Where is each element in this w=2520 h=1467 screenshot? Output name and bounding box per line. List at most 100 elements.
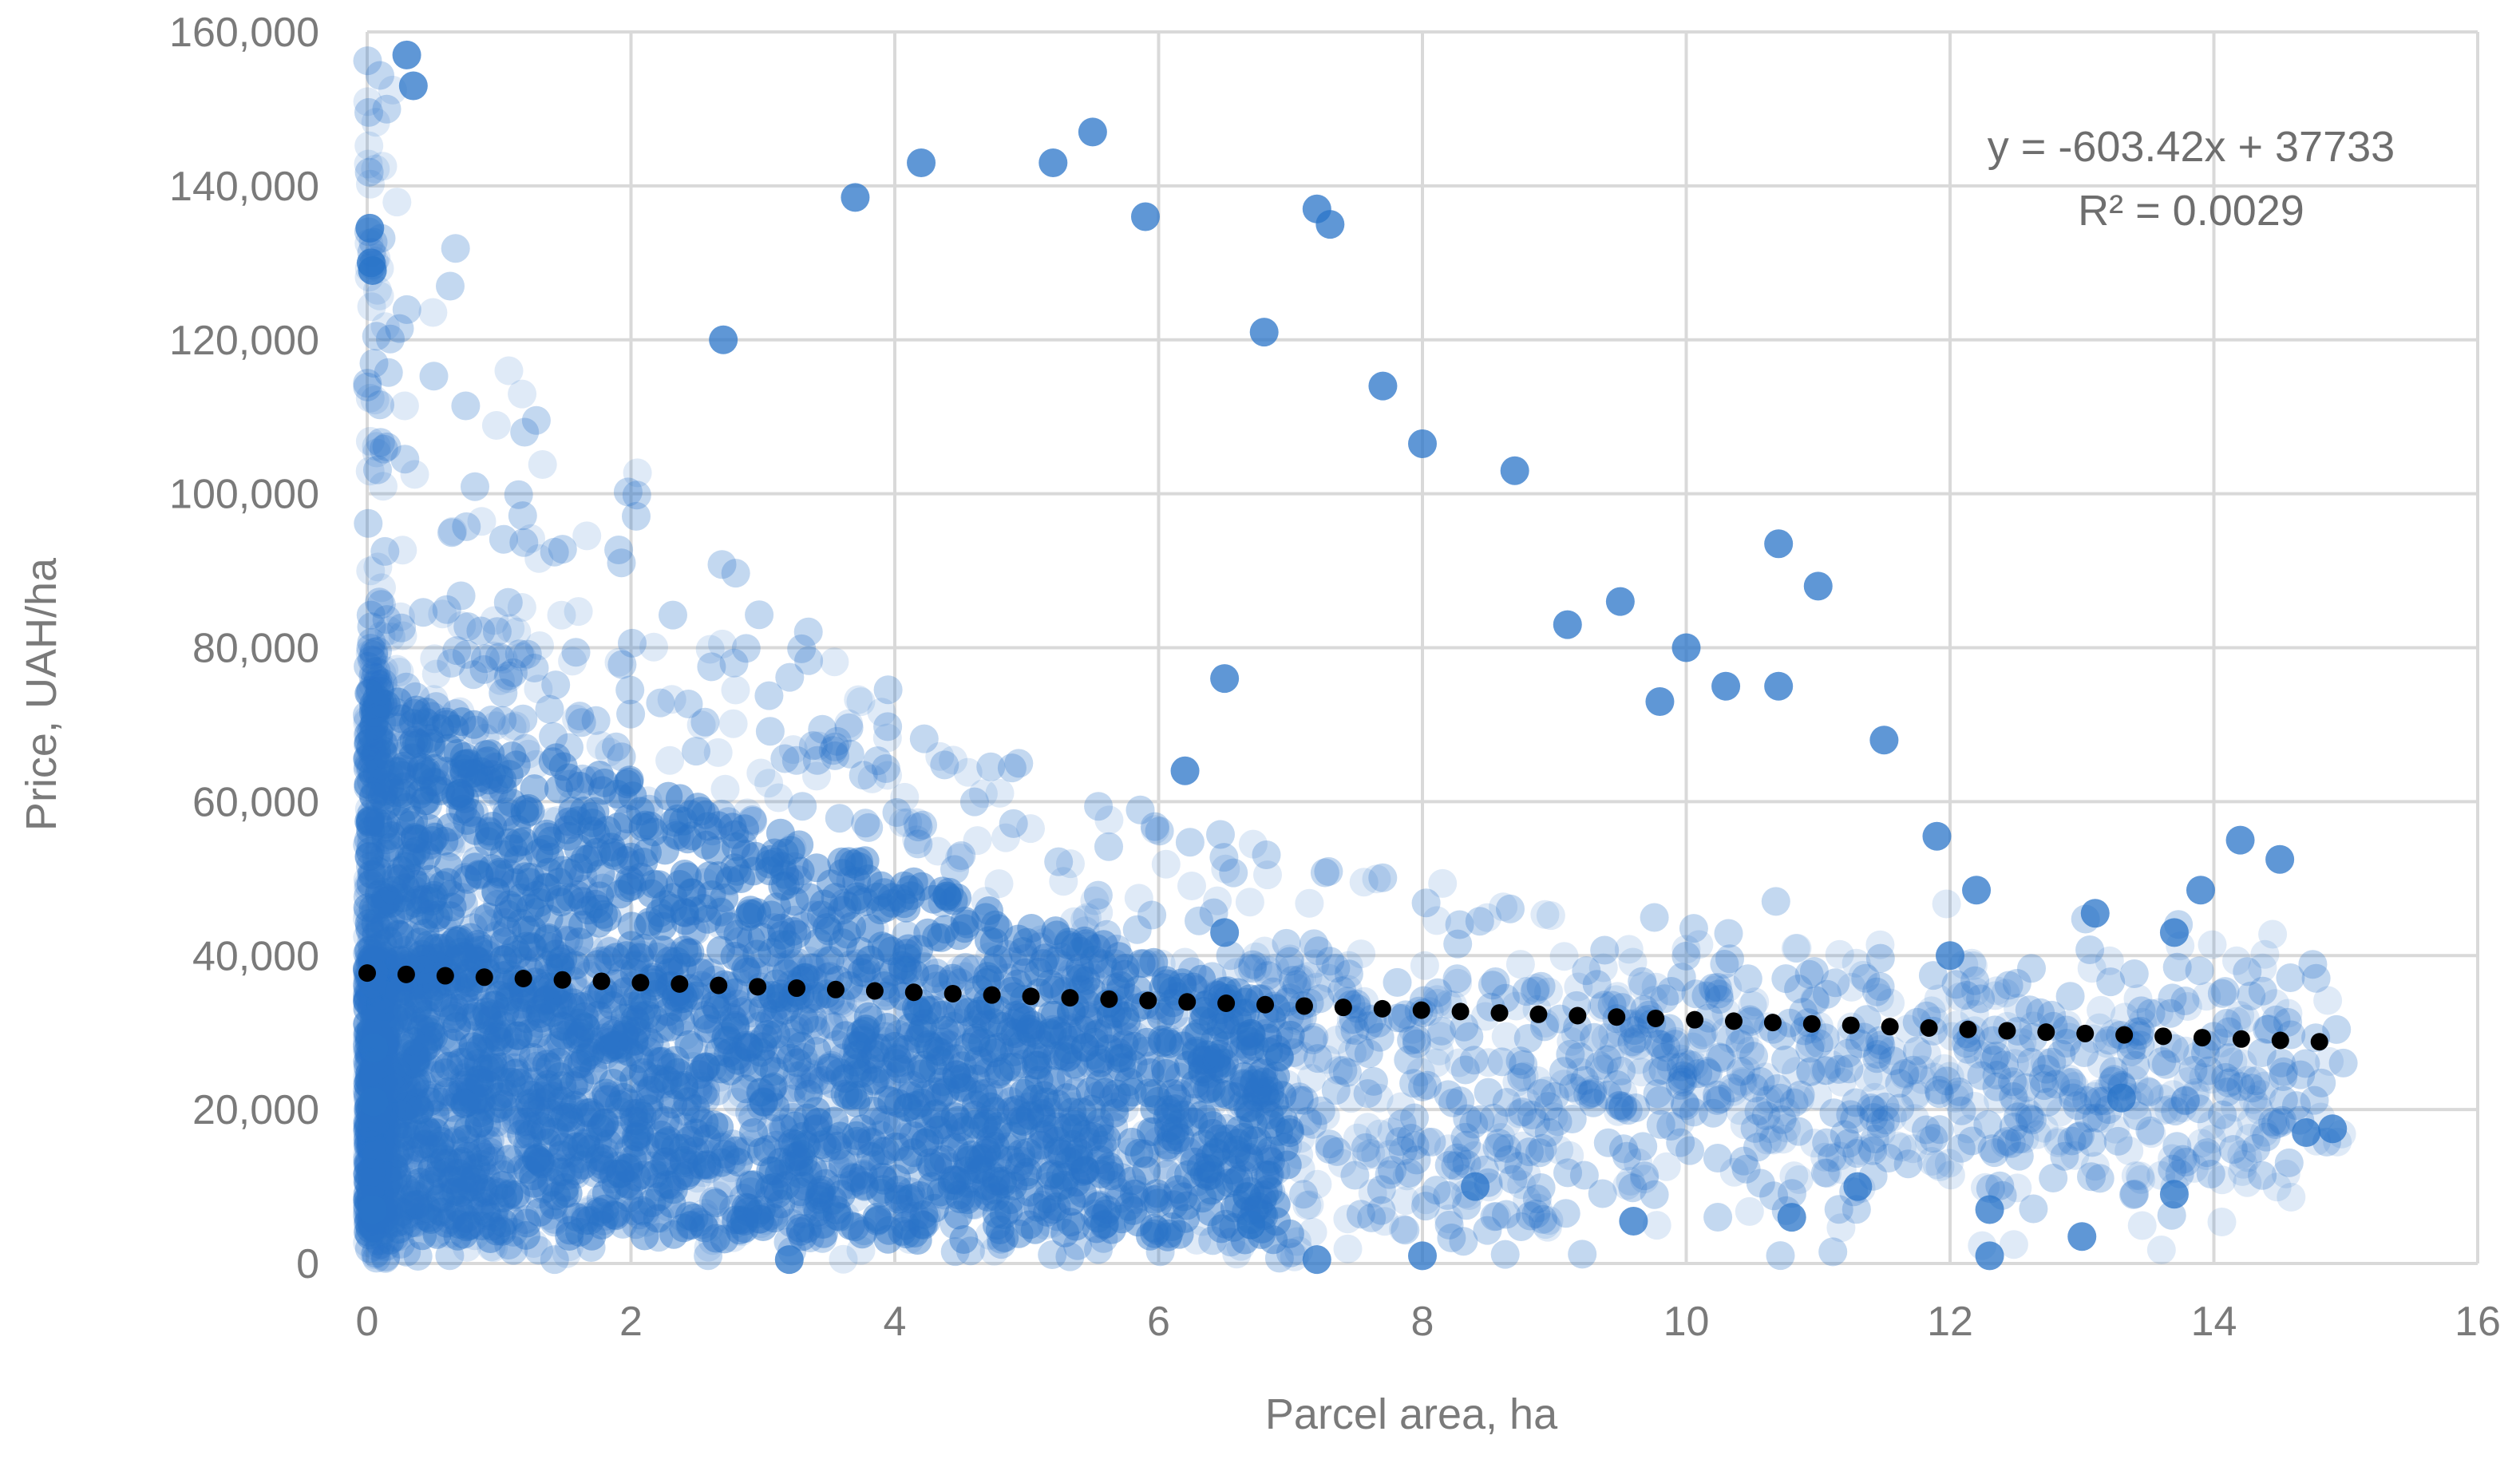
cloud-point [508, 705, 537, 734]
cloud-point [872, 754, 900, 783]
cloud-point [1311, 859, 1339, 888]
cloud-point [655, 746, 684, 775]
cloud-point [1496, 895, 1525, 923]
cloud-point [1137, 901, 1166, 930]
cloud-point [2219, 1135, 2248, 1164]
cloud-point [788, 792, 817, 820]
cloud-point [2029, 1065, 2058, 1093]
cloud-point [825, 804, 854, 832]
cloud-point [1422, 1176, 1451, 1204]
cloud-point [1340, 1161, 1369, 1190]
cloud-point [1527, 1173, 1556, 1202]
cloud-point [1289, 1180, 1318, 1208]
cloud-point [722, 676, 750, 705]
cloud-point [366, 282, 394, 310]
cloud-point [370, 537, 399, 566]
cloud-point [1703, 1144, 1732, 1172]
cloud-point [1084, 881, 1113, 910]
cloud-point [682, 737, 710, 765]
cloud-point [2087, 996, 2115, 1025]
cloud-point [365, 587, 394, 616]
cloud-point [1553, 1158, 1582, 1187]
cloud-point [615, 676, 644, 705]
cloud-point [1435, 1151, 1464, 1180]
cloud-point [2179, 1056, 2208, 1085]
cloud-point [1618, 1173, 1647, 1202]
cloud-point [1885, 1093, 1914, 1122]
cloud-point [622, 502, 651, 531]
cloud-point [1903, 1037, 1932, 1066]
cloud-point [2127, 996, 2156, 1025]
cloud-point [494, 588, 523, 617]
cloud-point [483, 617, 512, 646]
cloud-point [1383, 968, 1412, 997]
cloud-point [1481, 1202, 1509, 1231]
cloud-point [360, 349, 389, 378]
cloud-point [393, 295, 421, 324]
cloud-point [504, 480, 533, 509]
cloud-point [1552, 1199, 1580, 1228]
cloud-point [418, 299, 447, 327]
cloud-point [565, 702, 594, 730]
cloud-point [2147, 1047, 2176, 1076]
cloud-point [614, 477, 643, 506]
cloud-point [442, 636, 471, 665]
cloud-point [697, 652, 726, 681]
cloud-point [2171, 1086, 2200, 1115]
cloud-point [1739, 1042, 1768, 1070]
cloud-point [835, 714, 864, 742]
cloud-point [2075, 1104, 2103, 1133]
cloud-point [719, 710, 748, 738]
cloud-point [2276, 963, 2304, 992]
cloud-point [910, 725, 939, 753]
cloud-point [1507, 1212, 1536, 1241]
cloud-point [2248, 1161, 2277, 1190]
cloud-point [1762, 887, 1790, 915]
cloud-point [2258, 920, 2287, 949]
cloud-point [447, 582, 476, 611]
cloud-point [2197, 1160, 2225, 1188]
cloud-point [366, 390, 394, 419]
cloud-point [883, 798, 912, 827]
cloud-point [711, 775, 740, 804]
cloud-point [1454, 1022, 1483, 1051]
cloud-point [1295, 889, 1323, 918]
cloud-point [1485, 1129, 1513, 1157]
cloud-point [362, 322, 391, 350]
cloud-point [528, 450, 557, 479]
cloud-point [794, 618, 823, 647]
cloud-point [1640, 904, 1669, 932]
cloud-point [1236, 888, 1264, 916]
cloud-point [2186, 956, 2214, 985]
cloud-point [1953, 1035, 1982, 1064]
cloud-point [564, 597, 593, 626]
cloud-point [754, 769, 783, 797]
cloud-point [1300, 929, 1328, 958]
cloud-point [1206, 820, 1235, 849]
cloud-point [1784, 1117, 1813, 1146]
cloud-point [732, 634, 761, 662]
cloud-point [1747, 1169, 1775, 1198]
cloud-point [441, 234, 470, 263]
cloud-point [2329, 1049, 2358, 1078]
cloud-point [873, 712, 902, 741]
cloud-point [1177, 872, 1206, 900]
cloud-point [2208, 1208, 2237, 1236]
cloud-point [1556, 1040, 1584, 1069]
cloud-point [2005, 1142, 2034, 1171]
point-cloud [353, 46, 2358, 1274]
cloud-point [1402, 1025, 1431, 1054]
cloud-point [1334, 1235, 1363, 1263]
cloud-point [851, 809, 880, 837]
cloud-point [354, 132, 383, 160]
cloud-point [2307, 1069, 2336, 1097]
cloud-point [461, 473, 489, 501]
cloud-point [510, 418, 539, 447]
cloud-point [2169, 1145, 2198, 1174]
cloud-point [1752, 1101, 1781, 1130]
cloud-point [1735, 1197, 1764, 1226]
cloud-point [960, 788, 989, 817]
cloud-point [908, 811, 937, 840]
cloud-point [659, 601, 687, 630]
cloud-point [1400, 1104, 1429, 1133]
